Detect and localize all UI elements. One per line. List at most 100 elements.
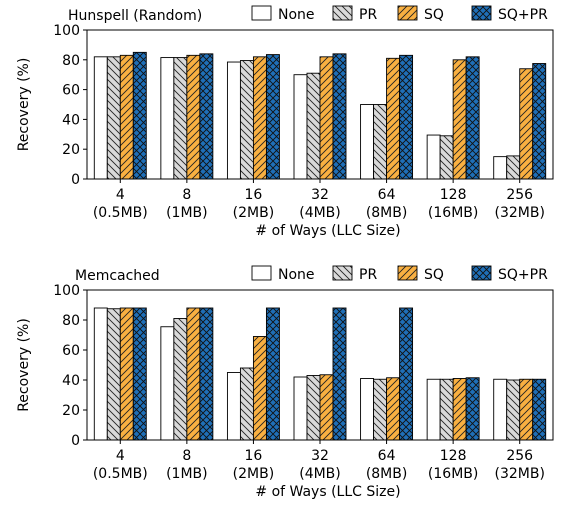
bar-2-none-32: [293, 376, 308, 441]
bar-2-sq-16: [252, 336, 267, 441]
bar-2-none-8: [160, 326, 175, 441]
bar-1-sqpluspr-32: [332, 53, 347, 180]
legend-label: SQ: [424, 7, 444, 23]
bar-2-none-256: [493, 378, 508, 441]
legend-label: None: [278, 267, 315, 283]
x-tick-label: 16: [245, 187, 263, 203]
y-tick-label: 80: [62, 313, 80, 329]
panel-title: Memcached: [75, 268, 160, 284]
bar-2-pr-8: [173, 318, 188, 441]
x-tick-sublabel: (16MB): [428, 205, 478, 221]
y-tick-label: 40: [62, 373, 80, 389]
legend-swatch: [471, 5, 492, 21]
x-tick-sublabel: (0.5MB): [93, 205, 148, 221]
x-axis-label: # of Ways (LLC Size): [255, 484, 400, 500]
bar-2-sqpluspr-256: [532, 378, 547, 441]
legend-swatch: [251, 5, 272, 21]
x-axis-label: # of Ways (LLC Size): [255, 223, 400, 239]
bar-1-sq-4: [119, 54, 134, 180]
bar-1-none-32: [293, 74, 308, 180]
x-tick-sublabel: (32MB): [495, 466, 545, 482]
bar-2-none-64: [360, 378, 375, 441]
x-tick-label: 128: [440, 448, 467, 464]
y-tick-label: 40: [62, 112, 80, 128]
bar-1-pr-8: [173, 57, 188, 180]
bar-2-pr-64: [373, 378, 388, 441]
y-axis-label: Recovery (%): [16, 318, 32, 412]
chart-panel-1: 0 20 40 60 80 100 4 (0.5MB) 8 (1MB) 16 (2MB) 32 (4MB)…: [16, 5, 554, 239]
x-tick-label: 32: [311, 187, 329, 203]
bar-2-pr-256: [506, 379, 521, 441]
x-tick-sublabel: (1MB): [166, 205, 208, 221]
x-tick-sublabel: (4MB): [299, 466, 341, 482]
bar-1-pr-64: [373, 104, 388, 180]
legend-swatch: [332, 265, 353, 281]
x-tick-label: 64: [378, 187, 396, 203]
bar-2-pr-32: [306, 375, 321, 441]
bar-1-none-64: [360, 104, 375, 180]
bar-1-sqpluspr-64: [399, 54, 414, 180]
x-tick-label: 64: [378, 448, 396, 464]
x-tick-sublabel: (16MB): [428, 466, 478, 482]
x-tick-label: 16: [245, 448, 263, 464]
y-tick-label: 100: [53, 23, 80, 39]
bar-1-sqpluspr-16: [265, 54, 280, 180]
bar-1-sqpluspr-256: [532, 63, 547, 180]
bar-1-sq-16: [252, 56, 267, 180]
bar-1-sqpluspr-8: [199, 53, 214, 180]
bar-2-sq-4: [119, 307, 134, 441]
bar-1-pr-16: [239, 60, 254, 180]
bar-1-none-4: [93, 56, 108, 180]
y-tick-label: 20: [62, 142, 80, 158]
x-tick-sublabel: (4MB): [299, 205, 341, 221]
bar-2-sqpluspr-128: [465, 377, 480, 441]
x-tick-sublabel: (8MB): [366, 205, 408, 221]
bar-2-sq-256: [519, 378, 534, 441]
y-tick-label: 60: [62, 343, 80, 359]
bar-1-pr-256: [506, 155, 521, 180]
bar-2-pr-4: [106, 308, 121, 441]
legend-swatch: [332, 5, 353, 21]
x-tick-sublabel: (8MB): [366, 466, 408, 482]
bar-1-sq-8: [186, 54, 201, 180]
legend-label: SQ+PR: [498, 7, 548, 23]
bar-1-sq-64: [386, 57, 401, 180]
bar-1-pr-128: [439, 135, 454, 180]
x-tick-label: 256: [506, 187, 533, 203]
bar-2-sq-128: [452, 378, 467, 441]
x-tick-sublabel: (0.5MB): [93, 466, 148, 482]
panel-title: Hunspell (Random): [68, 8, 202, 24]
legend-label: PR: [359, 267, 377, 283]
bar-2-none-16: [226, 372, 241, 441]
bar-1-sq-256: [519, 68, 534, 180]
legend-label: PR: [359, 7, 377, 23]
x-tick-label: 4: [116, 187, 125, 203]
bar-1-pr-4: [106, 56, 121, 180]
bar-2-sqpluspr-64: [399, 307, 414, 441]
x-tick-label: 32: [311, 448, 329, 464]
chart-panel-2: 0 20 40 60 80 100 4 (0.5MB) 8 (1MB) 16 (2MB) 32 (4MB)…: [16, 265, 554, 500]
bar-1-sqpluspr-128: [465, 56, 480, 180]
y-tick-label: 0: [71, 172, 80, 188]
legend-swatch: [397, 5, 418, 21]
y-tick-label: 20: [62, 403, 80, 419]
bar-2-none-128: [426, 378, 441, 441]
y-tick-label: 60: [62, 83, 80, 99]
x-tick-sublabel: (2MB): [233, 205, 275, 221]
legend-swatch: [471, 265, 492, 281]
x-tick-sublabel: (32MB): [495, 205, 545, 221]
bar-2-sq-32: [319, 374, 334, 441]
y-tick-label: 80: [62, 53, 80, 69]
x-tick-label: 4: [116, 448, 125, 464]
legend-swatch: [397, 265, 418, 281]
legend-label: SQ: [424, 267, 444, 283]
bar-2-sqpluspr-8: [199, 307, 214, 441]
bar-2-sqpluspr-4: [132, 307, 147, 441]
bar-1-none-16: [226, 61, 241, 180]
legend-label: SQ+PR: [498, 267, 548, 283]
bar-1-none-8: [160, 57, 175, 180]
bar-2-pr-16: [239, 367, 254, 441]
x-tick-sublabel: (2MB): [233, 466, 275, 482]
legend-label: None: [278, 7, 315, 23]
